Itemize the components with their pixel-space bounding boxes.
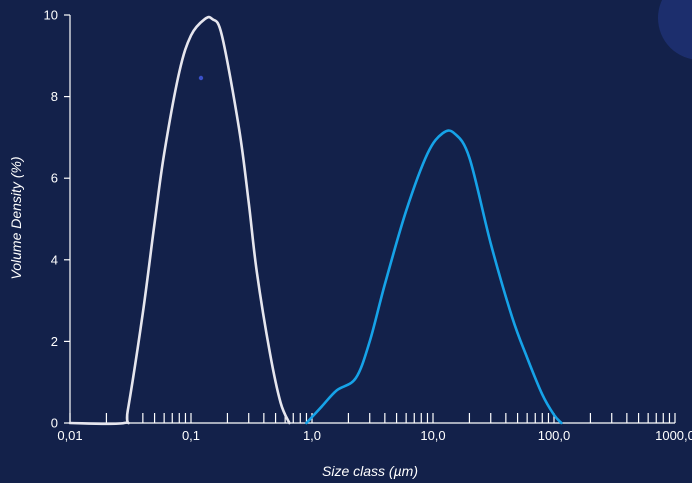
y-tick-label: 0 xyxy=(51,416,58,431)
axes xyxy=(69,15,675,424)
corner-glow-shape xyxy=(658,0,692,60)
series-line-1 xyxy=(68,15,291,426)
x-ticks: 0,01 0,1 1,0 10,0 100,0 1000,0 xyxy=(57,413,692,443)
x-tick-label: 10,0 xyxy=(420,428,445,443)
y-tick-label: 8 xyxy=(51,89,58,104)
speck-dot xyxy=(198,75,204,81)
x-tick-label: 1000,0 xyxy=(655,428,692,443)
y-ticks: 0 2 4 6 8 10 xyxy=(44,8,70,431)
x-tick-label: 1,0 xyxy=(303,428,321,443)
x-tick-label: 100,0 xyxy=(538,428,571,443)
background-decoration xyxy=(198,0,692,81)
series-lines xyxy=(68,15,563,426)
y-tick-label: 10 xyxy=(44,8,58,23)
series-line-2 xyxy=(305,129,563,425)
x-axis-title: Size class (µm) xyxy=(322,463,418,479)
x-tick-label: 0,1 xyxy=(182,428,200,443)
y-axis-title: Volume Density (%) xyxy=(8,156,24,279)
y-tick-label: 4 xyxy=(51,252,58,267)
x-tick-label: 0,01 xyxy=(57,428,82,443)
y-tick-label: 2 xyxy=(51,334,58,349)
y-tick-label: 6 xyxy=(51,171,58,186)
